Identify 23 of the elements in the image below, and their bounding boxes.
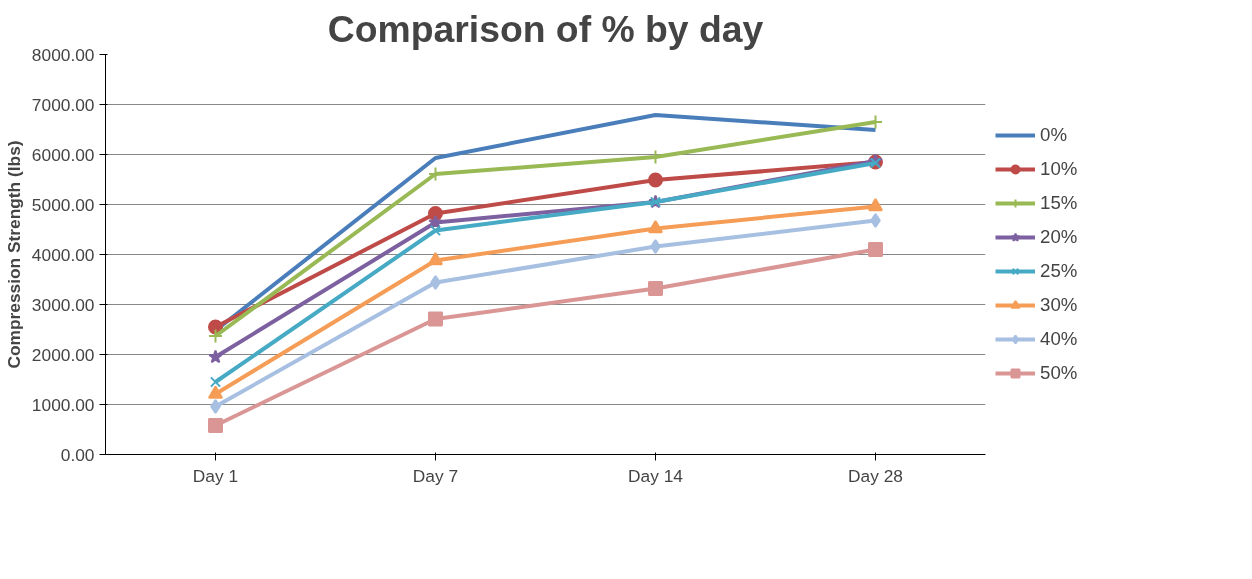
y-tick-label: 4000.00 bbox=[31, 244, 95, 265]
y-tick-label: 0.00 bbox=[60, 444, 95, 465]
chart-title: Comparison of % by day bbox=[327, 7, 764, 50]
x-tick-label: Day 1 bbox=[192, 465, 239, 486]
legend-label: 10% bbox=[1040, 158, 1078, 180]
legend-label: 15% bbox=[1040, 192, 1078, 214]
y-tick-label: 3000.00 bbox=[31, 294, 95, 315]
x-tick-label: Day 28 bbox=[848, 465, 903, 486]
y-tick-label: 6000.00 bbox=[31, 144, 95, 165]
y-axis-title: Compression Strength (lbs) bbox=[3, 140, 24, 369]
legend-label: 25% bbox=[1040, 260, 1078, 282]
y-tick-label: 1000.00 bbox=[31, 394, 95, 415]
legend-label: 40% bbox=[1040, 328, 1078, 350]
legend-label: 0% bbox=[1040, 124, 1067, 146]
y-tick-label: 7000.00 bbox=[31, 94, 95, 115]
y-tick-label: 5000.00 bbox=[31, 194, 95, 215]
legend-label: 50% bbox=[1040, 362, 1078, 384]
y-tick-label: 2000.00 bbox=[31, 344, 95, 365]
x-tick-label: Day 14 bbox=[628, 465, 684, 486]
legend-label: 30% bbox=[1040, 294, 1078, 316]
x-tick-label: Day 7 bbox=[412, 465, 459, 486]
legend-label: 20% bbox=[1040, 226, 1078, 248]
y-tick-label: 8000.00 bbox=[31, 44, 95, 65]
